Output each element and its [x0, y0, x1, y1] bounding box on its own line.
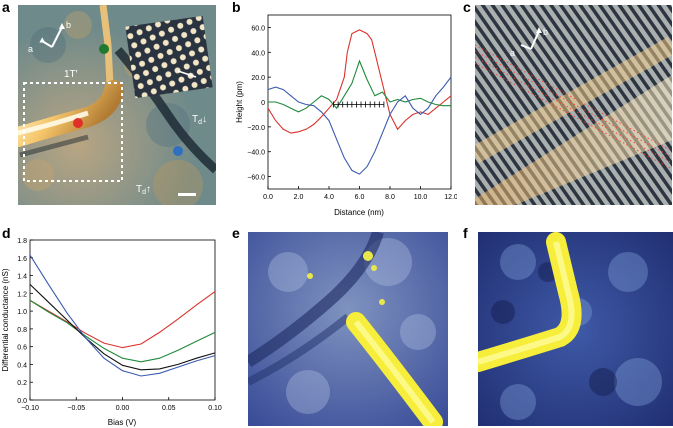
y-tick-label: 20.0 [251, 75, 265, 82]
x-tick-label: 12.0 [444, 194, 457, 201]
panel-label-d: d [2, 225, 11, 241]
phase-td-up-label: Td↑ [136, 184, 151, 196]
y-tick-label: 1.8 [17, 238, 27, 245]
x-tick-label: 0.00 [116, 405, 130, 412]
series-red-line [29, 291, 216, 349]
y-tick-label: 0.6 [17, 345, 27, 352]
panel-label-a: a [2, 0, 10, 15]
panel-f-conductance-map [478, 232, 673, 426]
series-blue-line [267, 76, 452, 175]
y-tick-label: 1.6 [17, 256, 27, 263]
y-tick-label: 0.0 [17, 398, 27, 405]
y-tick-label: 60.0 [251, 25, 265, 32]
panel-a-stm-image: a b 1T′ Td↓ Td↑ [18, 5, 216, 205]
c-axis-b-label: b [543, 27, 548, 37]
y-tick-label: 0.8 [17, 327, 27, 334]
panel-label-b: b [232, 0, 241, 15]
series-black-line [29, 284, 216, 371]
phase-1t-label: 1T′ [64, 69, 78, 80]
d-xlabel: Bias (V) [108, 418, 137, 427]
x-tick-label: −0.10 [21, 405, 39, 412]
x-tick-label: 0.05 [162, 405, 176, 412]
x-tick-label: 10.0 [414, 194, 428, 201]
y-tick-label: −40.0 [247, 150, 265, 157]
axis-a-label: a [28, 44, 33, 54]
b-ylabel: Height (pm) [235, 81, 244, 123]
y-tick-label: −60.0 [247, 175, 265, 182]
x-tick-label: 0.10 [208, 405, 222, 412]
x-tick-label: −0.05 [67, 405, 85, 412]
axis-b-label: b [66, 20, 71, 30]
series-green-line [29, 299, 216, 363]
b-xlabel: Distance (nm) [334, 208, 384, 217]
plot-frame [267, 14, 452, 190]
panel-label-e: e [232, 225, 240, 241]
panel-label-c: c [463, 0, 471, 15]
series-green-line [268, 59, 451, 113]
y-tick-label: −20.0 [247, 125, 265, 132]
plot-frame [29, 239, 216, 401]
y-tick-label: 0.2 [17, 380, 27, 387]
x-tick-label: 6.0 [355, 194, 365, 201]
panel-d-conductance-chart: 0.0 0.2 0.4 0.6 0.8 1.0 1.2 1.4 1.6 1.8 −0.10 −0.0… [1, 238, 222, 427]
y-tick-label: 0 [261, 100, 265, 107]
red-dot [73, 118, 83, 128]
x-tick-label: 2.0 [294, 194, 304, 201]
panel-label-f: f [463, 225, 468, 241]
y-tick-label: 1.4 [17, 274, 27, 281]
y-tick-label: 1.0 [17, 309, 27, 316]
blue-dot [173, 146, 183, 156]
y-tick-label: 0.4 [17, 362, 27, 369]
phase-td-down-label: Td↓ [192, 114, 207, 126]
panel-c-lattice-image: a b [475, 5, 672, 205]
green-dot [99, 44, 109, 54]
series-blue-line [29, 254, 216, 377]
panel-e-conductance-map [248, 232, 448, 426]
y-tick-label: 40.0 [251, 50, 265, 57]
x-tick-label: 8.0 [385, 194, 395, 201]
y-tick-label: 1.2 [17, 291, 27, 298]
c-axis-a-label: a [510, 48, 515, 58]
panel-b-height-chart: 60.0 40.0 20.0 0 −20.0 −40.0 −60.0 0.0 2.0 4.0 6.… [235, 14, 457, 217]
d-ylabel: Differential conductance (nS) [1, 268, 10, 371]
scale-bar [178, 193, 196, 196]
x-tick-label: 0.0 [263, 194, 273, 201]
x-tick-label: 4.0 [324, 194, 334, 201]
